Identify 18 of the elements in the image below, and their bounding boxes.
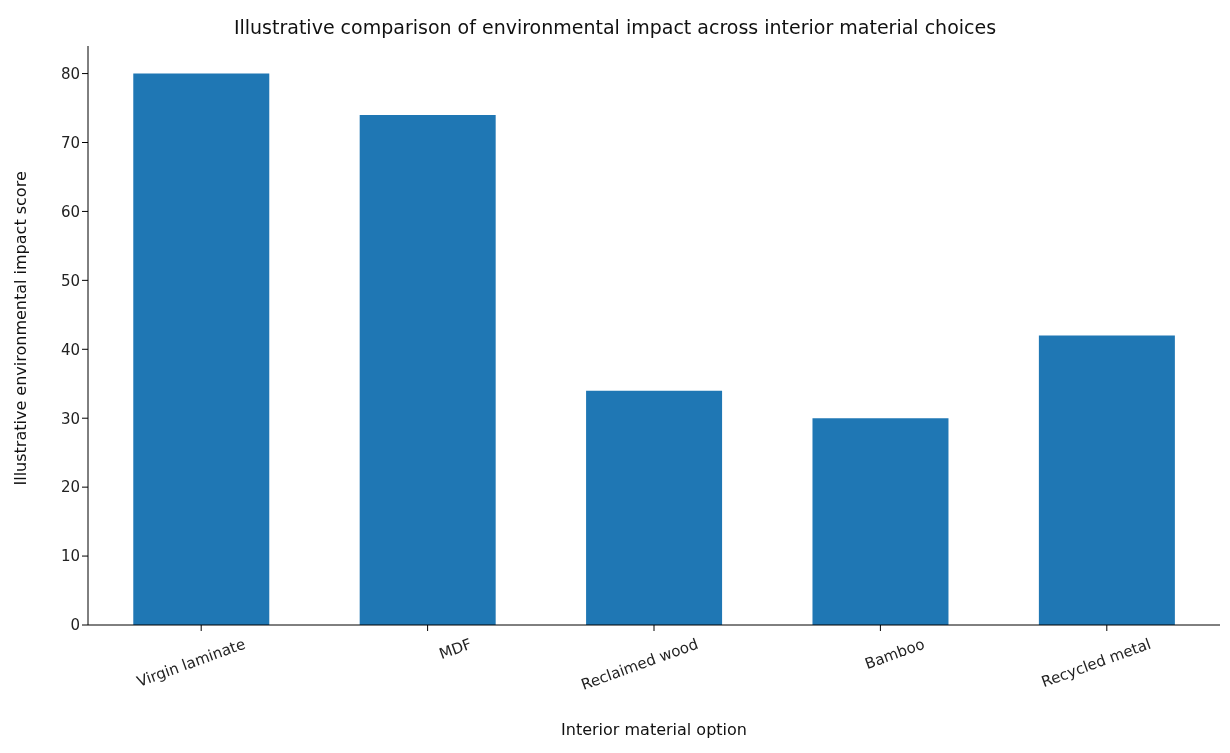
y-tick-label: 70 <box>60 133 80 152</box>
y-tick-label: 40 <box>60 340 80 359</box>
y-tick-label: 60 <box>60 202 80 221</box>
y-tick-label: 10 <box>60 547 80 566</box>
bar <box>359 114 496 625</box>
chart-title: Illustrative comparison of environmental impact across interior material choices <box>232 16 998 38</box>
x-tick-label: MDF <box>436 634 475 664</box>
y-tick-label: 20 <box>60 478 80 497</box>
bar <box>1038 335 1175 625</box>
bar <box>812 418 949 625</box>
y-tick-label: 80 <box>60 64 80 83</box>
y-tick-label: 30 <box>60 409 80 428</box>
y-tick-label: 50 <box>60 271 80 290</box>
y-tick-label: 0 <box>70 616 80 635</box>
bar <box>586 390 723 625</box>
bar <box>133 73 270 625</box>
y-axis-title: Illustrative environmental impact score <box>10 171 30 486</box>
x-axis-title: Interior material option <box>561 720 747 739</box>
